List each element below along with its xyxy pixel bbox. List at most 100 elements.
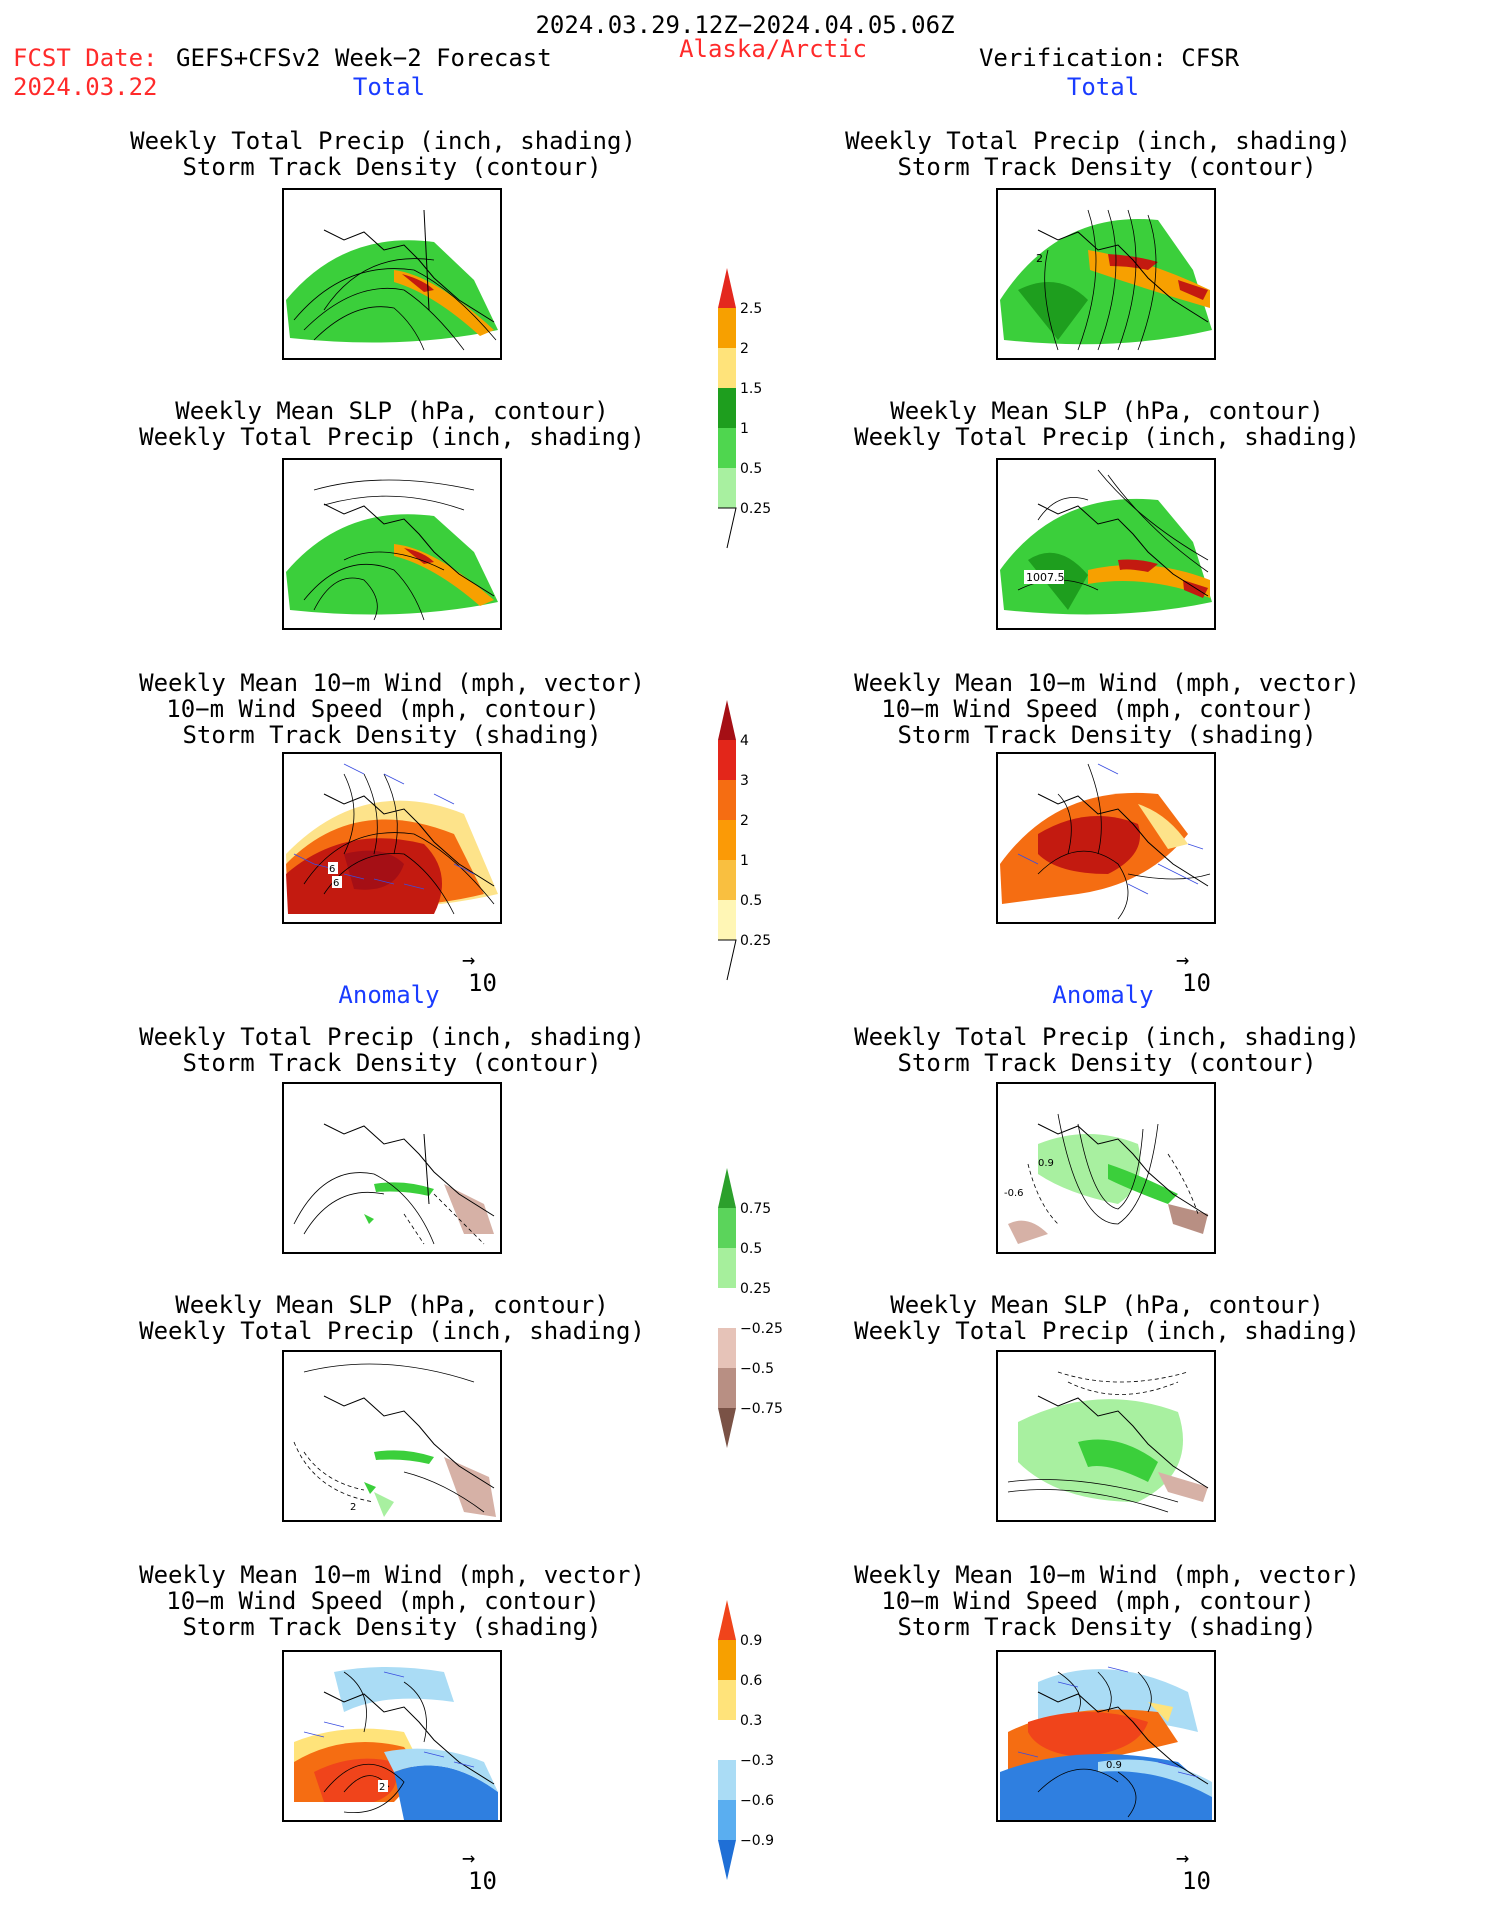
cb-tick: 2 bbox=[740, 813, 749, 829]
title-total-precip-l2: Storm Track Density (contour) bbox=[182, 153, 602, 181]
contours bbox=[323, 1671, 427, 1814]
precip-anom-neg-shading bbox=[444, 1457, 496, 1517]
cb-tick: 0.6 bbox=[740, 1673, 762, 1689]
cb-top-tri bbox=[718, 1168, 736, 1208]
vector-scale-arrow-anom-left: → bbox=[462, 1846, 476, 1871]
section-total-left: Total bbox=[352, 73, 426, 101]
fcst-date-label: FCST Date: bbox=[13, 44, 158, 72]
title-anom-precip-r1: Weekly Total Precip (inch, shading) bbox=[854, 1023, 1360, 1051]
cb-tick: 4 bbox=[740, 733, 749, 749]
map-anom-wind-right: 0.9 bbox=[996, 1650, 1216, 1822]
cb-tick: 0.25 bbox=[740, 501, 771, 517]
cb-seg bbox=[718, 1720, 736, 1760]
period-title: 2024.03.29.12Z−2024.04.05.06Z bbox=[535, 11, 955, 39]
precip-anom-light bbox=[374, 1492, 394, 1517]
title-total-precip-r1: Weekly Total Precip (inch, shading) bbox=[845, 127, 1351, 155]
cb-top-tri bbox=[718, 700, 736, 740]
map-total-precip-left bbox=[282, 188, 502, 360]
precip-shading bbox=[286, 514, 498, 615]
title-anom-slp-r1: Weekly Mean SLP (hPa, contour) bbox=[890, 1291, 1324, 1319]
vector-scale-value-anom-right: 10 bbox=[1182, 1867, 1211, 1895]
title-total-wind-l1: Weekly Mean 10−m Wind (mph, vector) bbox=[139, 669, 645, 697]
map-total-precip-right: 2 bbox=[996, 188, 1216, 360]
cb-tick: 0.25 bbox=[740, 1281, 771, 1297]
cb-tick: 1.5 bbox=[740, 381, 762, 397]
title-anom-wind-l3: Storm Track Density (shading) bbox=[182, 1613, 602, 1641]
cb-bottom-tri bbox=[718, 1840, 736, 1880]
storm-anom-yellow-shading bbox=[1148, 1702, 1173, 1722]
cb-tick: 0.5 bbox=[740, 893, 762, 909]
contours bbox=[293, 1363, 485, 1513]
section-total-right: Total bbox=[1066, 73, 1140, 101]
title-anom-slp-l2: Weekly Total Precip (inch, shading) bbox=[139, 1317, 645, 1345]
coastline bbox=[1037, 503, 1209, 597]
precip-shading bbox=[286, 240, 498, 343]
map-anom-precip-right: 0.9 -0.6 bbox=[996, 1082, 1216, 1254]
precip-anom-neg-shading-2 bbox=[1168, 1204, 1208, 1234]
cb-seg bbox=[718, 1328, 736, 1368]
cb-top-tri bbox=[718, 1600, 736, 1640]
cb-bottom-tri bbox=[718, 939, 737, 981]
storm-anom-light-shading bbox=[334, 1667, 454, 1712]
contours bbox=[293, 258, 497, 351]
storm-anom-blue-shading bbox=[394, 1765, 498, 1820]
cb-tick: −0.5 bbox=[740, 1361, 774, 1377]
cb-tick: −0.75 bbox=[740, 1401, 783, 1417]
colorbar-storm-anom: 0.9 0.6 0.3 −0.3 −0.6 −0.9 bbox=[718, 1600, 798, 1890]
contour-label-b: -0.6 bbox=[1004, 1188, 1024, 1199]
cb-tick: 0.5 bbox=[740, 1241, 762, 1257]
section-anomaly-left: Anomaly bbox=[338, 981, 440, 1009]
coastline bbox=[323, 229, 495, 323]
title-total-slp-l1: Weekly Mean SLP (hPa, contour) bbox=[175, 397, 609, 425]
contours bbox=[1027, 1113, 1199, 1225]
title-total-wind-l3: Storm Track Density (shading) bbox=[182, 721, 602, 749]
cb-seg bbox=[718, 780, 736, 820]
storm-core-shading bbox=[402, 274, 434, 292]
cb-seg bbox=[718, 1680, 736, 1720]
wind-vectors bbox=[1017, 1666, 1199, 1778]
storm-dark-shading bbox=[344, 850, 404, 890]
title-anom-wind-l2: 10−m Wind Speed (mph, contour) bbox=[166, 1587, 600, 1615]
contours bbox=[1007, 1371, 1189, 1513]
region-title: Alaska/Arctic bbox=[679, 35, 867, 63]
section-anomaly-right: Anomaly bbox=[1052, 981, 1154, 1009]
vector-scale-value-total-right: 10 bbox=[1182, 969, 1211, 997]
title-total-wind-l2: 10−m Wind Speed (mph, contour) bbox=[166, 695, 600, 723]
cb-tick: −0.9 bbox=[740, 1833, 774, 1849]
map-total-slp-left bbox=[282, 458, 502, 630]
precip-anom-shading-2 bbox=[364, 1482, 376, 1494]
cb-seg bbox=[718, 860, 736, 900]
vector-scale-arrow-total-right: → bbox=[1176, 948, 1190, 973]
title-anom-slp-l1: Weekly Mean SLP (hPa, contour) bbox=[175, 1291, 609, 1319]
cb-tick: 2 bbox=[740, 341, 749, 357]
storm-anom-blue-light bbox=[1098, 1759, 1212, 1797]
storm-core-shading bbox=[404, 548, 434, 564]
title-total-precip-l1: Weekly Total Precip (inch, shading) bbox=[130, 127, 636, 155]
title-anom-precip-l1: Weekly Total Precip (inch, shading) bbox=[139, 1023, 645, 1051]
cb-tick: 0.25 bbox=[740, 933, 771, 949]
contours bbox=[1037, 1671, 1152, 1818]
verification-label: Verification: CFSR bbox=[978, 44, 1240, 72]
cb-seg bbox=[718, 1800, 736, 1840]
title-total-slp-r1: Weekly Mean SLP (hPa, contour) bbox=[890, 397, 1324, 425]
colorbar-precip-anom: 0.75 0.5 0.25 −0.25 −0.5 −0.75 bbox=[718, 1168, 798, 1458]
storm-yellow-shading bbox=[1138, 804, 1188, 849]
map-anom-wind-left: 2 bbox=[282, 1650, 502, 1822]
coastline bbox=[323, 1123, 495, 1217]
coastline bbox=[1037, 793, 1209, 887]
cb-seg bbox=[718, 1760, 736, 1800]
contour-label: 1007.5 bbox=[1026, 571, 1065, 584]
cb-seg bbox=[718, 740, 736, 780]
precip-anom-shading bbox=[374, 1182, 434, 1196]
cb-tick: 0.3 bbox=[740, 1713, 762, 1729]
map-anom-precip-left bbox=[282, 1082, 502, 1254]
coastline bbox=[1037, 1691, 1209, 1785]
vector-scale-arrow-anom-right: → bbox=[1176, 1846, 1190, 1871]
title-anom-wind-r1: Weekly Mean 10−m Wind (mph, vector) bbox=[854, 1561, 1360, 1589]
title-total-wind-r3: Storm Track Density (shading) bbox=[897, 721, 1317, 749]
storm-core-shading bbox=[1108, 254, 1158, 270]
contours bbox=[303, 479, 475, 621]
cb-seg bbox=[718, 820, 736, 860]
title-anom-precip-l2: Storm Track Density (contour) bbox=[182, 1049, 602, 1077]
colorbar-storm-total: 4 3 2 1 0.5 0.25 bbox=[718, 700, 798, 990]
